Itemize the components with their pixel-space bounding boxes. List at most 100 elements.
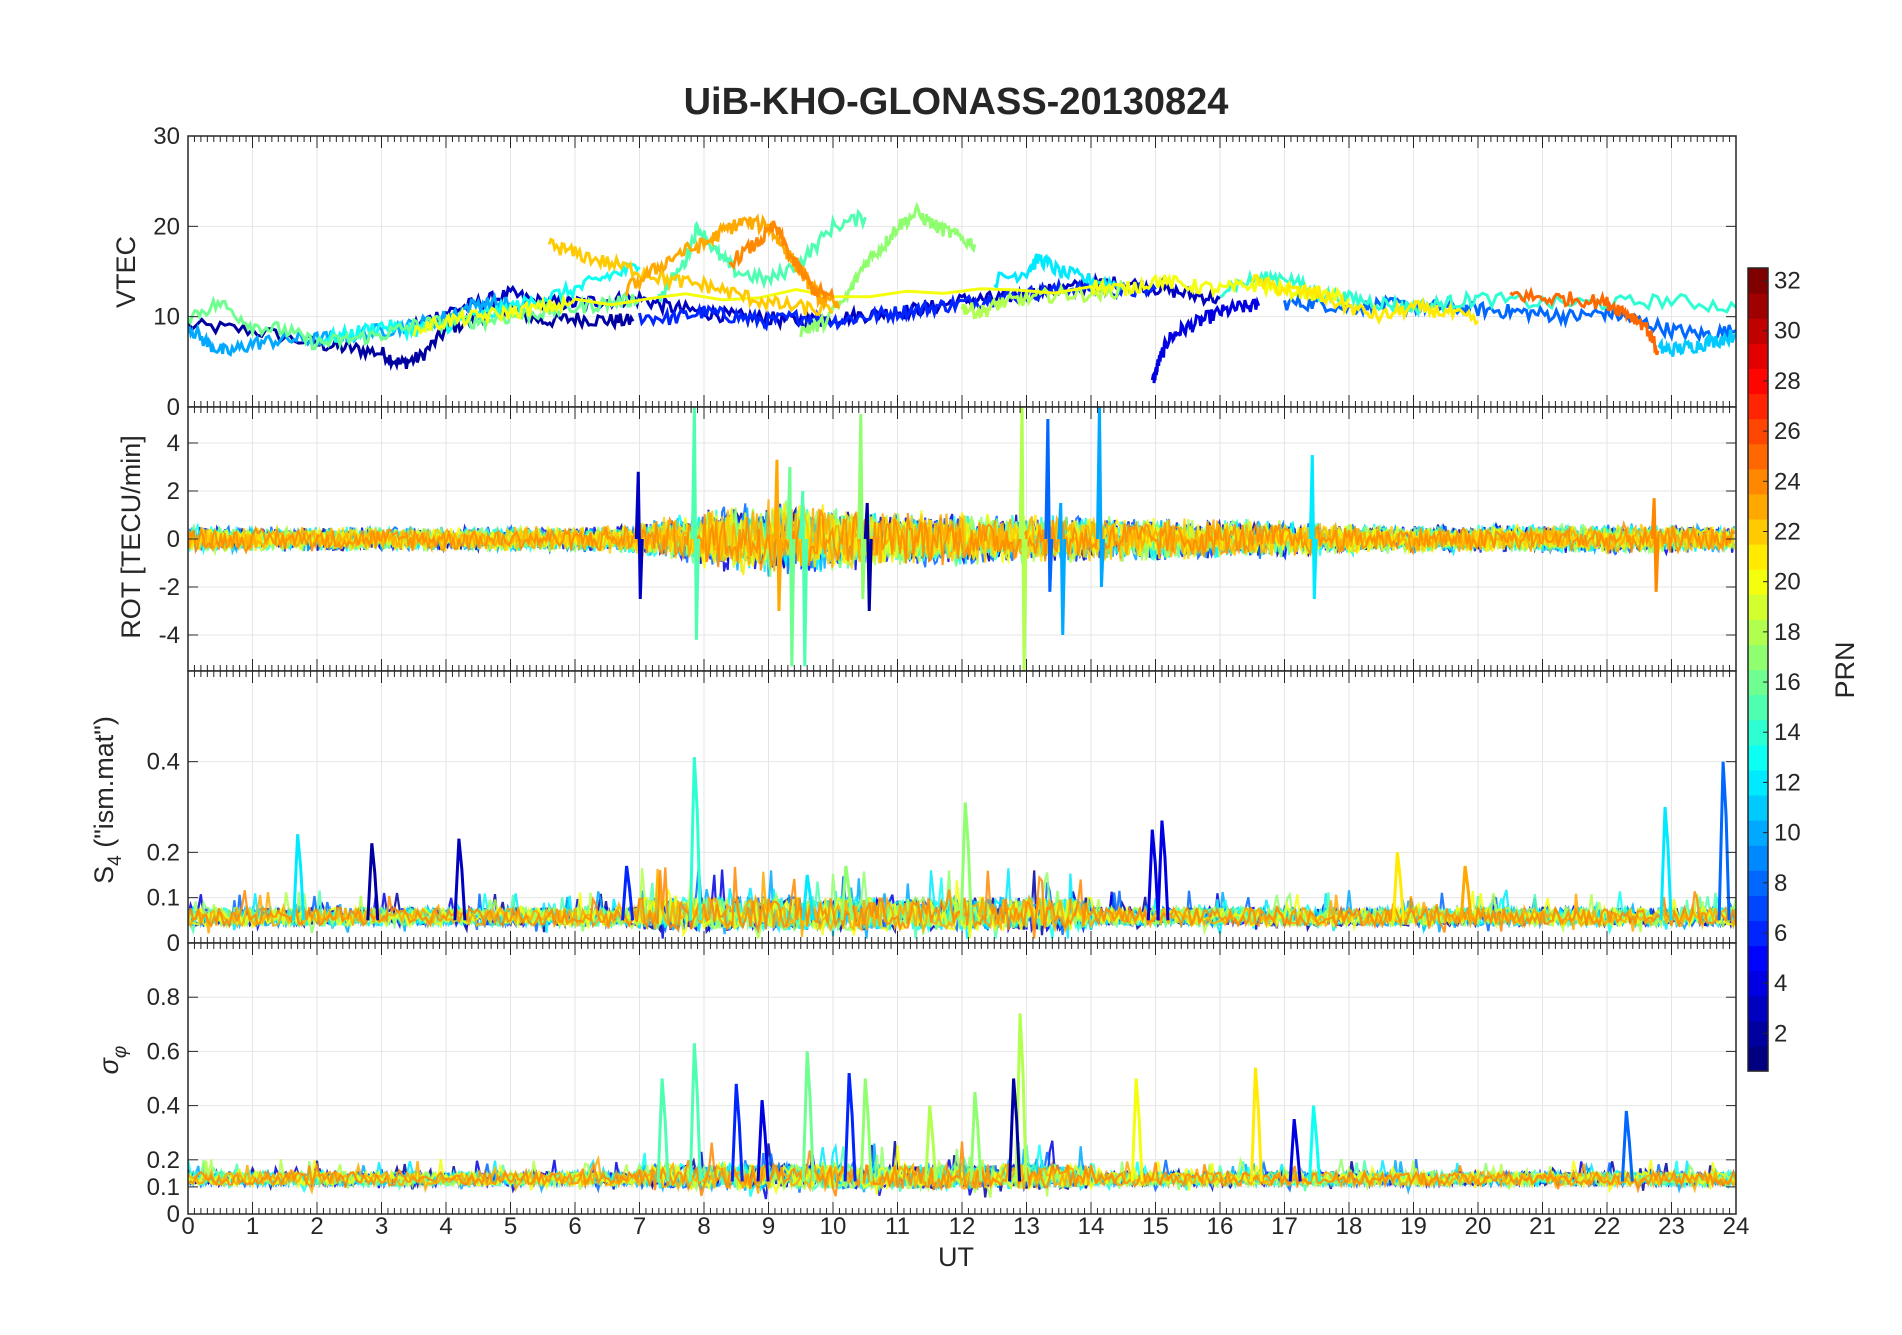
sigma-spike bbox=[924, 1105, 938, 1182]
panel-vtec: 0 10 20 30 bbox=[153, 123, 1737, 421]
sigma-spike bbox=[1308, 1105, 1322, 1182]
colorbar-swatch bbox=[1748, 594, 1768, 620]
colorbar-swatch bbox=[1748, 544, 1768, 570]
rot-spike bbox=[1308, 454, 1318, 600]
x-tick-label: 3 bbox=[375, 1213, 388, 1240]
rot-spike bbox=[863, 502, 873, 612]
colorbar-swatch bbox=[1748, 870, 1768, 896]
x-tick-label: 11 bbox=[885, 1213, 910, 1240]
sigma-spike bbox=[1130, 1078, 1144, 1182]
s4-spike bbox=[1459, 865, 1473, 921]
x-tick-label: 20 bbox=[1465, 1213, 1492, 1240]
vtec-y-tick-label: 20 bbox=[153, 213, 180, 240]
colorbar-frame bbox=[1747, 267, 1769, 1072]
sigma-y-tick-label: 0.8 bbox=[147, 984, 180, 1011]
colorbar-tick-label: 18 bbox=[1774, 619, 1801, 646]
colorbar-swatch bbox=[1748, 493, 1768, 520]
colorbar-tick-label: 10 bbox=[1774, 820, 1801, 847]
x-tick-label: 9 bbox=[762, 1213, 775, 1240]
sigma-spike bbox=[756, 1100, 770, 1182]
colorbar-tick-label: 2 bbox=[1774, 1020, 1787, 1047]
vtec-series-prn-22 bbox=[547, 237, 834, 316]
vtec-series-prn-25 bbox=[1509, 286, 1660, 356]
s4-spike bbox=[621, 865, 635, 921]
sigma-y-tick-label: 0 bbox=[167, 1201, 180, 1228]
sigma-spike bbox=[859, 1078, 873, 1182]
s4-spike bbox=[1391, 852, 1405, 921]
s4-data bbox=[188, 757, 1736, 939]
s4-spike bbox=[1156, 820, 1170, 921]
vtec-series-prn-21 bbox=[1250, 273, 1479, 326]
s4-spike bbox=[1659, 806, 1673, 921]
colorbar-swatch bbox=[1748, 995, 1768, 1022]
sigma-spike bbox=[843, 1072, 857, 1182]
rot-spike bbox=[634, 471, 644, 600]
s4-spike bbox=[292, 834, 306, 921]
colorbar-tick-label: 14 bbox=[1774, 719, 1801, 746]
s4-spike bbox=[801, 874, 815, 921]
sigma-y-tick-label: 0.2 bbox=[147, 1147, 180, 1174]
vtec-series-prn-23 bbox=[625, 213, 841, 312]
rot-spike bbox=[773, 459, 783, 612]
sigma-spike bbox=[801, 1051, 815, 1182]
x-tick-label: 12 bbox=[949, 1213, 976, 1240]
colorbar-swatch bbox=[1748, 744, 1768, 771]
vtec-series-prn-11 bbox=[1657, 329, 1736, 357]
colorbar-tick-label: 28 bbox=[1774, 368, 1801, 395]
sigma-series-prn-20 bbox=[188, 1144, 1736, 1196]
vtec-series-prn-24 bbox=[728, 220, 835, 300]
rot-series-prn-24 bbox=[188, 509, 1735, 571]
s4-axis-label: S4 ("ism.mat") bbox=[89, 716, 126, 884]
sigma-axis-label: σφ bbox=[94, 1046, 131, 1075]
colorbar-swatch bbox=[1748, 318, 1768, 344]
colorbar-swatch bbox=[1748, 644, 1768, 671]
rot-spike bbox=[1018, 407, 1028, 671]
s4-y-tick-label: 0.1 bbox=[147, 885, 180, 912]
s4-spike bbox=[1146, 829, 1160, 921]
x-axis-label: UT bbox=[938, 1242, 974, 1272]
colorbar-swatch bbox=[1748, 368, 1768, 395]
x-tick-label: 10 bbox=[820, 1213, 847, 1240]
colorbar-swatch bbox=[1748, 293, 1768, 319]
colorbar-swatch bbox=[1748, 1020, 1768, 1047]
colorbar-swatch bbox=[1748, 569, 1768, 595]
colorbar-swatch bbox=[1748, 945, 1768, 972]
vtec-series-prn-15 bbox=[657, 208, 867, 302]
rot-data bbox=[188, 407, 1736, 671]
sigma-spike bbox=[1249, 1067, 1263, 1182]
colorbar-tick-label: 22 bbox=[1774, 518, 1801, 545]
rot-y-tick-label: 4 bbox=[167, 430, 180, 457]
rot-y-tick-label: -4 bbox=[159, 622, 180, 649]
sigma-spike bbox=[1620, 1110, 1634, 1182]
rot-y-tick-label: -2 bbox=[159, 574, 180, 601]
colorbar-tick-label: 16 bbox=[1774, 669, 1801, 696]
s4-spike bbox=[840, 865, 854, 921]
colorbar-swatch bbox=[1748, 845, 1768, 871]
vtec-axis-label: VTEC bbox=[111, 236, 141, 308]
x-tick-label: 24 bbox=[1723, 1213, 1750, 1240]
sigma-spike bbox=[688, 1043, 702, 1182]
colorbar-swatch bbox=[1748, 518, 1768, 545]
colorbar-tick-label: 26 bbox=[1774, 418, 1801, 445]
colorbar-swatch bbox=[1748, 920, 1768, 947]
x-tick-labels: 0 1 2 3 4 5 6 7 8 9 10 11 12 13 14 15 16 17 18 19 20 21 22 23 24 bbox=[181, 1213, 1749, 1240]
s4-y-tick-label: 0 bbox=[167, 930, 180, 957]
s4-spike bbox=[453, 838, 467, 921]
x-tick-label: 22 bbox=[1594, 1213, 1621, 1240]
colorbar-label: PRN bbox=[1830, 641, 1860, 698]
colorbar-tick-label: 4 bbox=[1774, 970, 1787, 997]
colorbar-tick-label: 32 bbox=[1774, 268, 1801, 295]
rot-spike bbox=[786, 466, 796, 667]
vtec-y-tick-label: 0 bbox=[167, 394, 180, 421]
s4-y-tick-label: 0.2 bbox=[147, 839, 180, 866]
vtec-series-prn-17 bbox=[799, 201, 977, 338]
colorbar-swatch bbox=[1748, 1045, 1768, 1072]
colorbar-tick-label: 30 bbox=[1774, 318, 1801, 345]
x-tick-label: 2 bbox=[310, 1213, 323, 1240]
sigma-spike bbox=[656, 1078, 670, 1182]
colorbar-tick-label: 12 bbox=[1774, 769, 1801, 796]
x-tick-label: 7 bbox=[633, 1213, 646, 1240]
panel-sigma: 00.10.2 0.4 0.6 0.8 bbox=[147, 942, 1737, 1228]
x-tick-label: 19 bbox=[1400, 1213, 1427, 1240]
rot-axis-label: ROT [TECU/min] bbox=[116, 435, 146, 639]
